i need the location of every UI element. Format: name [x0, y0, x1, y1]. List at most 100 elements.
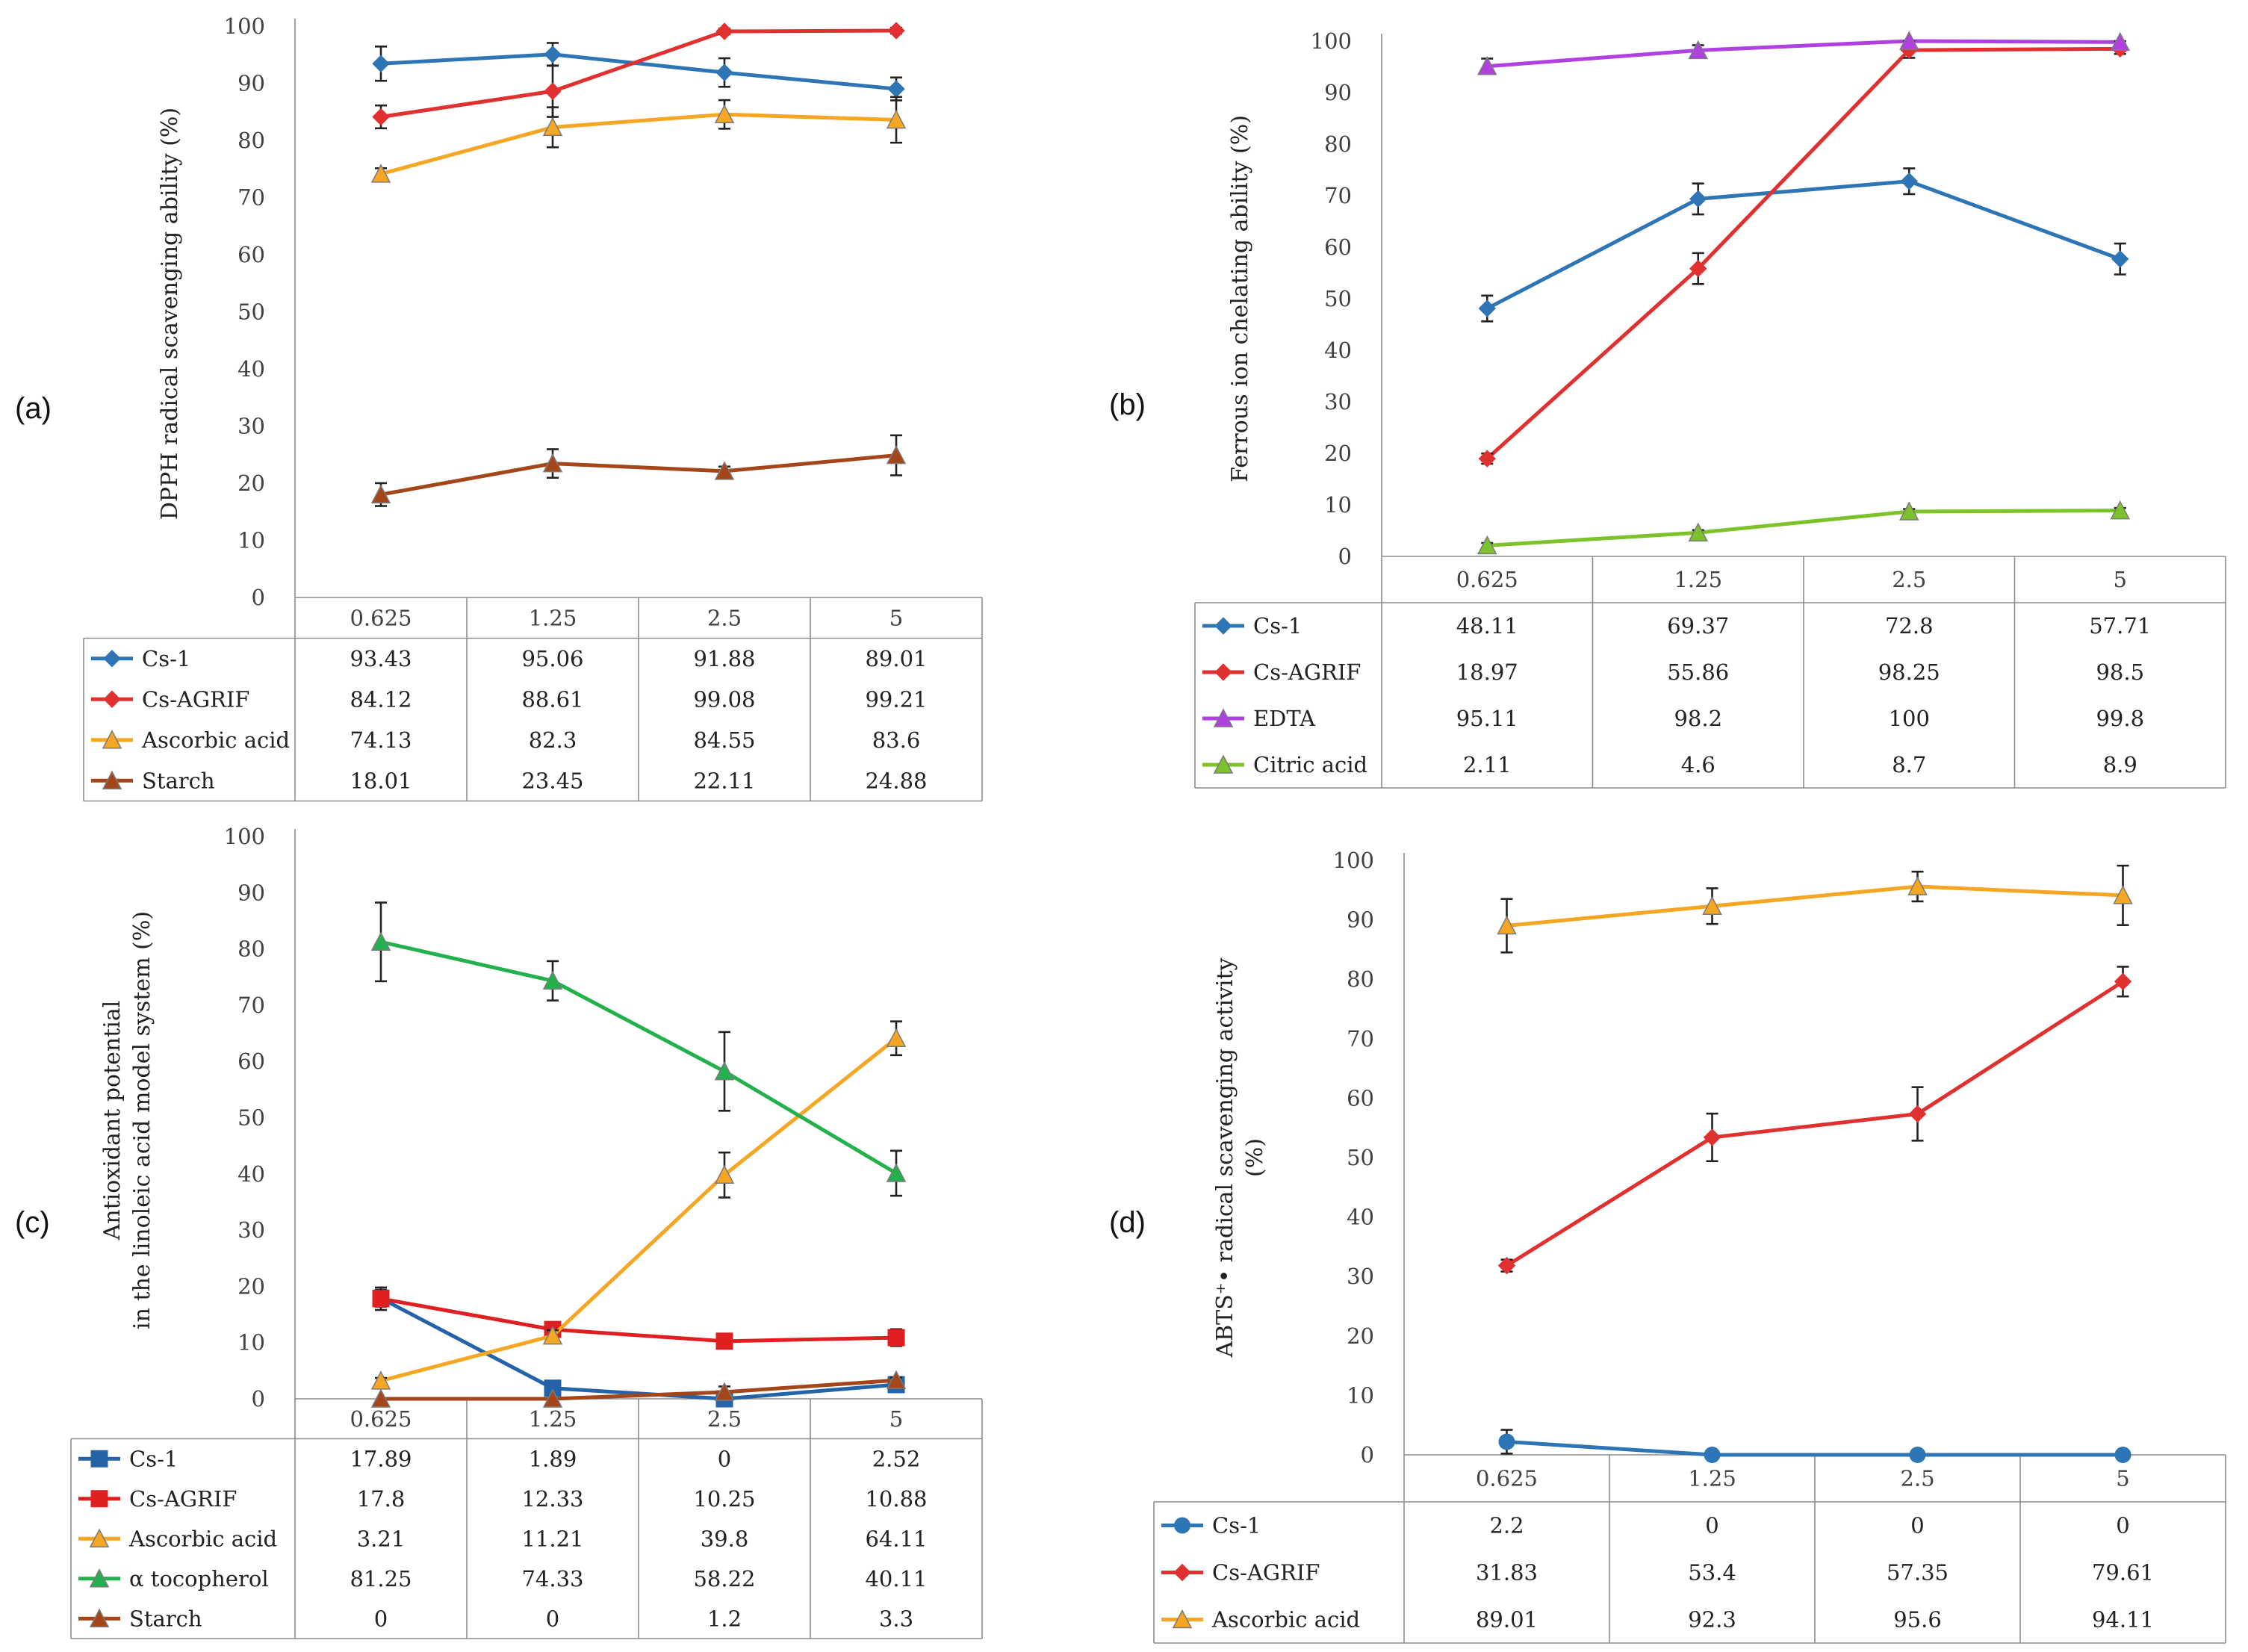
- data-point: [2110, 31, 2130, 52]
- y-tick-label: 20: [1347, 1323, 1374, 1349]
- legend-key-marker: [102, 730, 122, 749]
- table-value: 8.7: [1892, 752, 1926, 777]
- series-0: Cs-1 93.43 95.06 91.88 89.01: [91, 42, 928, 671]
- table-value: 1.89: [529, 1446, 577, 1471]
- y-axis-label-line: ABTS⁺• radical scavenging activity: [1212, 957, 1238, 1358]
- y-tick-label: 50: [1347, 1145, 1374, 1170]
- y-tick-label: 60: [1324, 235, 1352, 260]
- x-tick-label: 1.25: [1674, 567, 1722, 592]
- table-value: 0: [546, 1606, 559, 1631]
- legend-label: Ascorbic acid: [128, 1526, 277, 1551]
- legend-label: Cs-AGRIF: [1212, 1560, 1320, 1586]
- y-tick-label: 0: [252, 585, 265, 610]
- data-point: [1477, 56, 1497, 75]
- y-tick-label: 80: [1347, 966, 1374, 992]
- data-point: [2110, 500, 2130, 520]
- data-point: [542, 970, 563, 990]
- y-axis-label-line: (%): [1242, 1138, 1268, 1177]
- y-tick-label: 100: [224, 824, 265, 849]
- legend-key-marker: [89, 1568, 110, 1588]
- y-tick-label: 40: [237, 1161, 265, 1187]
- table-value: 2.2: [1489, 1513, 1524, 1538]
- data-point: [887, 80, 905, 98]
- x-tick-label: 2.5: [1900, 1466, 1934, 1491]
- data-point: [370, 164, 391, 183]
- y-tick-label: 90: [237, 71, 265, 96]
- y-tick-label: 100: [224, 13, 265, 39]
- table-value: 18.01: [350, 768, 412, 793]
- series-line: [380, 52, 897, 91]
- data-point: [714, 461, 735, 480]
- legend-key-marker: [1174, 1517, 1190, 1534]
- data-point: [544, 82, 562, 100]
- table-value: 72.8: [1885, 613, 1934, 639]
- y-tick-label: 50: [237, 299, 265, 325]
- y-tick-label: 20: [237, 471, 265, 496]
- table-value: 2.52: [872, 1446, 921, 1471]
- data-point: [1497, 1256, 1516, 1275]
- table-value: 0: [1705, 1513, 1718, 1538]
- series-line: [1487, 39, 2120, 69]
- series-line: [1485, 46, 2120, 460]
- data-point: [715, 63, 733, 81]
- legend-label: Citric acid: [1253, 752, 1367, 777]
- data-point: [542, 1325, 563, 1345]
- series-1: Cs-AGRIF 84.12 88.61 99.08 99.21: [91, 22, 928, 712]
- legend-key-marker: [103, 650, 121, 668]
- table-value: 95.11: [1456, 706, 1518, 731]
- data-point: [1909, 1447, 1926, 1463]
- chart-panel-1: (a) DPPH radical scavenging ability (%) 0 1…: [15, 13, 983, 802]
- y-tick-label: 20: [237, 1273, 265, 1299]
- table-value: 98.5: [2096, 659, 2144, 685]
- legend-label: Ascorbic acid: [1211, 1607, 1360, 1633]
- table-value: 10.88: [865, 1486, 927, 1512]
- table-value: 31.83: [1476, 1560, 1538, 1586]
- table-value: 92.3: [1688, 1607, 1736, 1633]
- legend-key-marker: [102, 770, 122, 789]
- panel-label: (b): [1109, 388, 1146, 421]
- data-point: [886, 109, 907, 129]
- data-point: [1703, 1128, 1721, 1146]
- y-tick-label: 30: [237, 414, 265, 439]
- table-value: 0: [1910, 1513, 1924, 1538]
- data-point: [1688, 40, 1708, 60]
- data-point: [886, 1370, 907, 1389]
- series-2: Ascorbic acid 3.21 11.21 39.8 64.11: [78, 1020, 928, 1551]
- series-1: Cs-AGRIF 18.97 55.86 98.25 98.5: [1202, 40, 2144, 685]
- data-point: [1899, 31, 1919, 50]
- table-value: 81.25: [350, 1566, 412, 1592]
- series-line: [380, 28, 897, 119]
- series-line: [1506, 980, 2124, 1267]
- y-tick-label: 10: [1324, 492, 1352, 518]
- table-value: 0: [2116, 1513, 2129, 1538]
- table-value: 3.21: [357, 1526, 406, 1551]
- legend-key-marker: [1172, 1609, 1193, 1629]
- legend-label: Ascorbic acid: [141, 727, 290, 753]
- x-tick-label: 5: [2114, 567, 2127, 592]
- legend-label: α tocopherol: [129, 1566, 269, 1592]
- table-value: 48.11: [1456, 613, 1518, 639]
- x-tick-label: 5: [889, 605, 903, 630]
- y-tick-label: 70: [1324, 183, 1352, 208]
- data-point: [544, 46, 562, 63]
- data-point: [886, 445, 907, 465]
- x-tick-label: 5: [2116, 1466, 2129, 1491]
- y-tick-label: 0: [1361, 1442, 1374, 1468]
- data-point: [1477, 535, 1497, 555]
- y-tick-label: 60: [237, 1049, 265, 1074]
- x-tick-label: 1.25: [529, 605, 577, 630]
- table-value: 69.37: [1667, 613, 1729, 639]
- table-value: 79.61: [2092, 1560, 2154, 1586]
- x-tick-label: 0.625: [350, 1406, 412, 1432]
- data-point: [1689, 190, 1707, 208]
- y-tick-label: 90: [1324, 80, 1352, 105]
- legend-label: Cs-AGRIF: [1253, 659, 1361, 685]
- y-tick-label: 50: [1324, 286, 1352, 311]
- x-tick-label: 5: [889, 1406, 903, 1432]
- table-value: 17.89: [350, 1446, 412, 1471]
- y-tick-label: 80: [237, 937, 265, 962]
- data-point: [715, 1332, 733, 1350]
- table-value: 89.01: [865, 646, 927, 671]
- series-2: Ascorbic acid 89.01 92.3 95.6 94.11: [1161, 864, 2154, 1633]
- data-point: [542, 117, 563, 137]
